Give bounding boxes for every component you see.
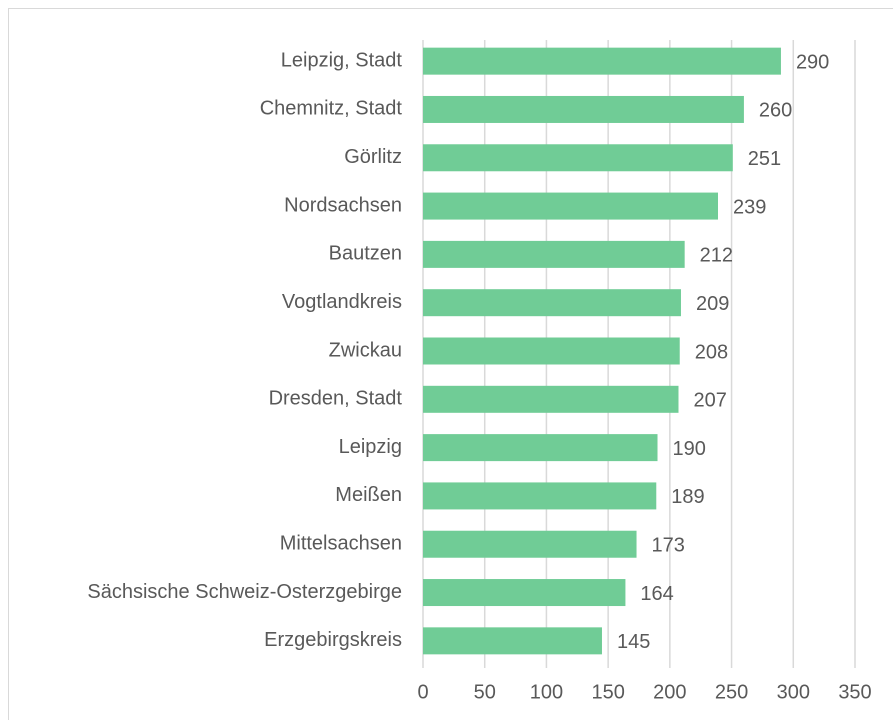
data-label: 190	[673, 438, 706, 460]
y-tick-label: Erzgebirgskreis	[264, 629, 402, 651]
data-label: 207	[693, 390, 726, 412]
data-label: 189	[671, 486, 704, 508]
bar	[423, 47, 781, 75]
data-label: 173	[652, 535, 685, 557]
data-label: 251	[748, 148, 781, 170]
bar	[423, 627, 602, 655]
y-tick-label: Dresden, Stadt	[269, 388, 403, 410]
data-label: 239	[733, 196, 766, 218]
bar	[423, 434, 658, 462]
y-tick-label: Nordsachsen	[284, 194, 402, 216]
data-label: 209	[696, 293, 729, 315]
bar	[423, 385, 679, 413]
x-tick-label: 200	[653, 681, 686, 703]
x-tick-label: 50	[474, 681, 496, 703]
data-label: 290	[796, 51, 829, 73]
bar	[423, 289, 681, 317]
data-label: 164	[640, 583, 673, 605]
x-tick-label: 0	[417, 681, 428, 703]
x-tick-label: 250	[715, 681, 748, 703]
x-tick-label: 350	[838, 681, 871, 703]
y-tick-label: Leipzig	[339, 436, 402, 458]
bar	[423, 144, 733, 172]
y-tick-label: Sächsische Schweiz-Osterzgebirge	[87, 581, 402, 603]
bar	[423, 530, 637, 558]
data-label: 212	[700, 245, 733, 267]
y-tick-label: Meißen	[335, 484, 402, 506]
y-tick-label: Mittelsachsen	[280, 533, 402, 555]
y-tick-label: Leipzig, Stadt	[281, 49, 403, 71]
y-tick-label: Chemnitz, Stadt	[260, 98, 403, 120]
x-tick-label: 150	[591, 681, 624, 703]
data-label: 208	[695, 341, 728, 363]
x-tick-label: 100	[530, 681, 563, 703]
y-tick-label: Zwickau	[329, 339, 402, 361]
bar	[423, 192, 718, 220]
bar	[423, 95, 744, 123]
bar	[423, 240, 685, 268]
bar	[423, 482, 657, 510]
x-tick-label: 300	[777, 681, 810, 703]
data-label: 260	[759, 100, 792, 122]
bar	[423, 579, 626, 607]
y-tick-label: Vogtlandkreis	[282, 291, 402, 313]
bar	[423, 337, 680, 365]
y-tick-label: Görlitz	[344, 146, 402, 168]
y-tick-label: Bautzen	[329, 243, 402, 265]
data-label: 145	[617, 631, 650, 653]
